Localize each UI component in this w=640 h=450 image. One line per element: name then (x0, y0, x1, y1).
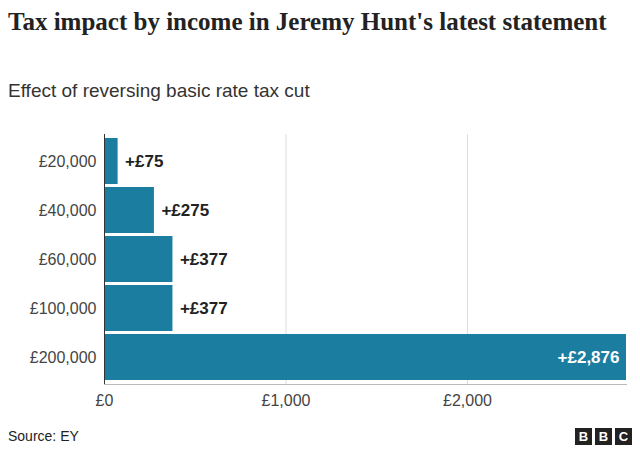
html-text:Source: EY: Source: EY (8, 428, 79, 444)
svg-text:£200,000: £200,000 (30, 349, 97, 366)
html-text:Effect of reversing basic rate: Effect of reversing basic rate tax cut (8, 80, 310, 101)
svg-text:£100,000: £100,000 (30, 300, 97, 317)
svg-text:£40,000: £40,000 (39, 202, 97, 219)
svg-text:£0: £0 (96, 392, 114, 409)
svg-text:+£377: +£377 (180, 299, 228, 318)
svg-text:+£275: +£275 (161, 201, 209, 220)
svg-text:£2,000: £2,000 (443, 392, 492, 409)
html-text:B: B (578, 429, 589, 444)
svg-text:£60,000: £60,000 (39, 251, 97, 268)
html-text:B: B (598, 429, 609, 444)
svg-text:£1,000: £1,000 (262, 392, 311, 409)
html-text:C: C (618, 429, 629, 444)
svg-text:+£377: +£377 (180, 250, 228, 269)
svg-text:+£2,876: +£2,876 (558, 348, 620, 367)
html-text:Tax impact by income in Jeremy: Tax impact by income in Jeremy Hunt's la… (8, 8, 607, 35)
svg-text:£20,000: £20,000 (39, 153, 97, 170)
svg-text:+£75: +£75 (125, 152, 163, 171)
